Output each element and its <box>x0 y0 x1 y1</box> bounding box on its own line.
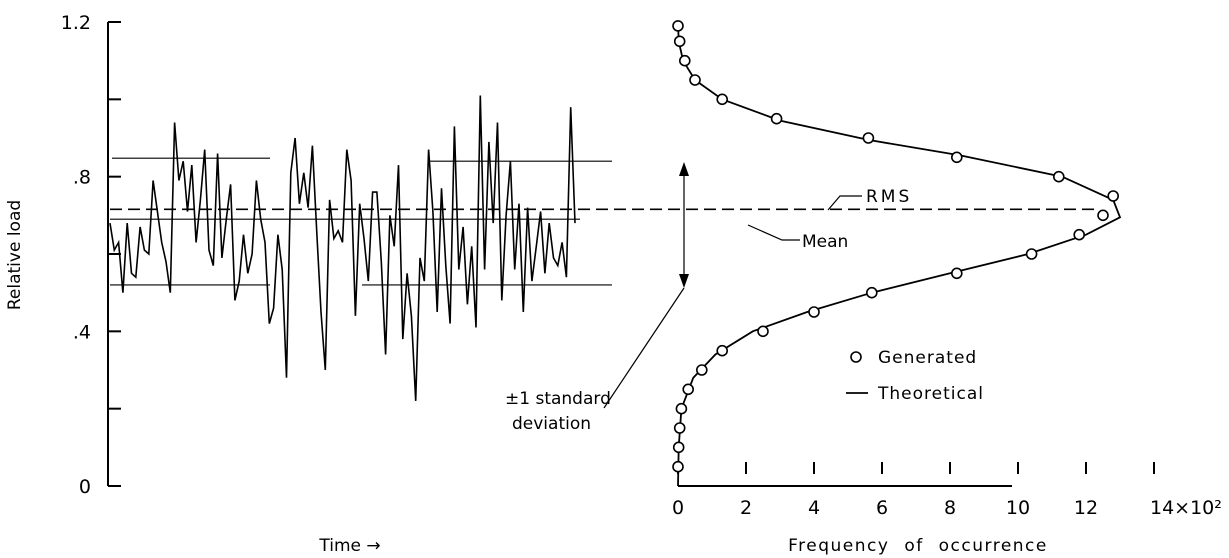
x-tick-label-5: 10 <box>1006 497 1030 519</box>
generated-point-17 <box>862 132 875 144</box>
generated-point-8 <box>808 306 820 318</box>
std-dev-label-line1: ±1 standard <box>505 389 611 409</box>
y-tick-label-6: 1.2 <box>61 12 91 34</box>
frequency-axis-label: Frequency of occurrence <box>788 536 1048 556</box>
x-tick-label-7: 14×10² <box>1150 497 1222 519</box>
x-tick-label-4: 8 <box>944 497 956 519</box>
generated-point-4 <box>682 383 695 396</box>
generated-point-0 <box>672 460 684 473</box>
legend-generated-label: Generated <box>878 348 977 368</box>
generated-point-21 <box>678 54 691 67</box>
legend-generated-marker <box>850 351 862 363</box>
generated-point-5 <box>695 364 708 376</box>
generated-point-23 <box>672 20 684 32</box>
x-tick-label-0: 0 <box>672 497 684 519</box>
legend-theoretical-label: Theoretical <box>877 384 984 404</box>
generated-point-11 <box>1025 248 1038 260</box>
y-axis-label: Relative load <box>5 200 25 310</box>
generated-point-20 <box>689 74 701 86</box>
load-trace-series <box>109 95 576 401</box>
y-tick-label-4: .8 <box>73 167 91 189</box>
mean-leader <box>747 224 800 241</box>
rms-label: RMS <box>866 187 912 207</box>
generated-point-15 <box>1053 170 1065 183</box>
generated-point-10 <box>950 267 963 280</box>
generated-series-points <box>672 20 1119 473</box>
x-tick-label-3: 6 <box>876 497 888 519</box>
legend: Generated Theoretical <box>846 348 984 404</box>
generated-point-16 <box>950 151 963 164</box>
x-tick-label-6: 12 <box>1074 497 1098 519</box>
generated-point-12 <box>1073 228 1085 241</box>
generated-point-9 <box>865 286 878 299</box>
std-dev-label-line2: deviation <box>512 414 591 434</box>
generated-point-1 <box>672 441 685 454</box>
frequency-axis-ticks: 0 2 4 6 8 10 12 14×10² <box>672 462 1222 519</box>
generated-point-7 <box>757 325 769 338</box>
generated-point-6 <box>716 344 729 357</box>
generated-point-13 <box>1097 209 1109 222</box>
generated-point-2 <box>673 422 686 434</box>
time-axis-label: Time → <box>318 536 380 556</box>
generated-point-14 <box>1107 190 1119 202</box>
mean-label: Mean <box>802 232 848 252</box>
y-tick-label-0: 0 <box>79 476 91 498</box>
std-dev-arrow <box>679 162 689 288</box>
x-tick-label-2: 4 <box>808 497 820 519</box>
generated-point-18 <box>770 112 783 125</box>
generated-point-3 <box>675 402 688 415</box>
reference-lines <box>110 157 1094 286</box>
std-dev-leader <box>603 287 685 409</box>
y-tick-label-2: .4 <box>73 321 91 343</box>
y-axis-ticks: 0 .4 .8 1.2 <box>61 12 121 498</box>
rms-leader <box>827 195 862 211</box>
x-tick-label-1: 2 <box>740 497 752 519</box>
generated-point-22 <box>673 35 686 48</box>
generated-point-19 <box>716 93 729 106</box>
